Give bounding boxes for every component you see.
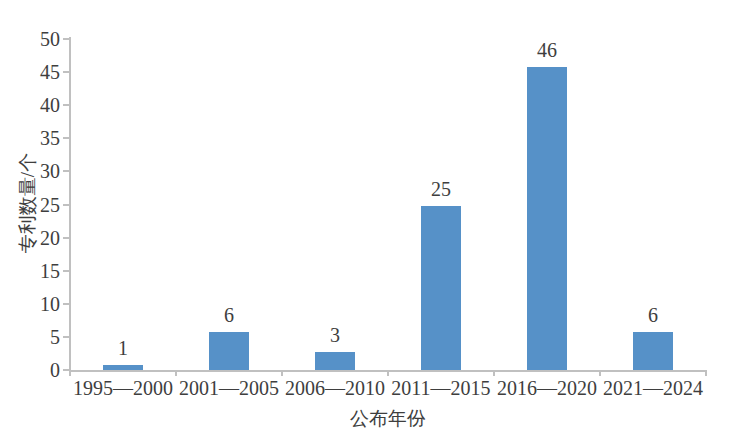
bar-value-label: 6 bbox=[199, 303, 259, 327]
bar bbox=[209, 332, 249, 370]
bar bbox=[633, 332, 673, 370]
bar-value-label: 46 bbox=[517, 38, 577, 62]
y-tick bbox=[63, 71, 70, 73]
bar-value-label: 3 bbox=[305, 323, 365, 347]
bar-value-label: 1 bbox=[93, 336, 153, 360]
y-tick bbox=[63, 336, 70, 338]
y-tick bbox=[63, 270, 70, 272]
x-tick-label: 2011—2015 bbox=[388, 376, 494, 400]
x-tick-label: 2006—2010 bbox=[282, 376, 388, 400]
y-tick bbox=[63, 104, 70, 106]
y-tick bbox=[63, 303, 70, 305]
y-tick bbox=[63, 137, 70, 139]
x-tick-label: 2001—2005 bbox=[176, 376, 282, 400]
x-axis-title: 公布年份 bbox=[70, 406, 706, 432]
y-tick bbox=[63, 204, 70, 206]
x-tick-label: 2016—2020 bbox=[494, 376, 600, 400]
bar bbox=[421, 206, 461, 370]
y-tick bbox=[63, 237, 70, 239]
bar-value-label: 6 bbox=[623, 303, 683, 327]
y-axis-title: 专利数量/个 bbox=[17, 37, 39, 370]
x-tick-label: 2021—2024 bbox=[600, 376, 706, 400]
bar-value-label: 25 bbox=[411, 177, 471, 201]
bar bbox=[315, 352, 355, 370]
y-tick bbox=[63, 170, 70, 172]
y-tick bbox=[63, 38, 70, 40]
bar bbox=[527, 67, 567, 370]
bar bbox=[103, 365, 143, 370]
x-tick-label: 1995—2000 bbox=[70, 376, 176, 400]
patent-bar-chart: 0510152025303540455011995—200062001—2005… bbox=[0, 0, 730, 444]
